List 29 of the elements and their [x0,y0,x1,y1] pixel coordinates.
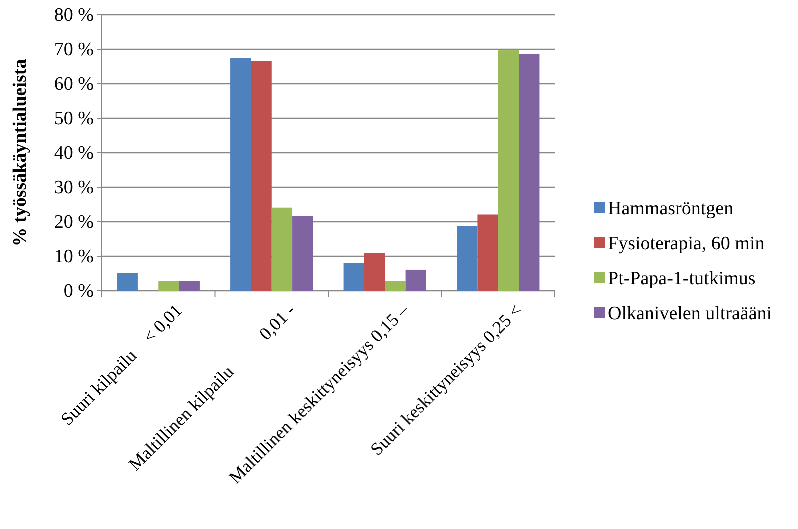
bar [344,263,364,291]
y-tick-label: 10 % [54,246,94,268]
y-axis-title: % työssäkäyntialueista [10,58,31,247]
y-tick-label: 60 % [54,74,94,96]
legend-label: Fysioterapia, 60 min [608,234,766,255]
bar [117,273,138,291]
y-tick-label: 0 % [64,281,94,302]
bar [230,58,252,291]
bar [478,214,498,291]
legend-label: Hammasröntgen [608,198,734,220]
bar [292,216,314,291]
bar [406,270,426,291]
bar [158,281,180,291]
bar [272,208,293,291]
bar [385,281,406,291]
y-tick-label: 50 % [54,108,94,130]
bar [364,253,386,291]
y-tick-label: 30 % [54,178,94,199]
bar [519,54,540,291]
bar [251,61,272,291]
y-tick-label: 80 % [54,5,94,26]
bar [179,280,200,291]
legend-label: Olkanivelen ultraääni [608,304,772,325]
y-tick-label: 20 % [54,212,94,234]
y-tick-label: 40 % [54,143,94,164]
legend-label: Pt-Papa-1-tutkimus [608,268,756,290]
bar [457,226,478,291]
bar [498,50,520,291]
y-tick-label: 70 % [54,40,94,61]
